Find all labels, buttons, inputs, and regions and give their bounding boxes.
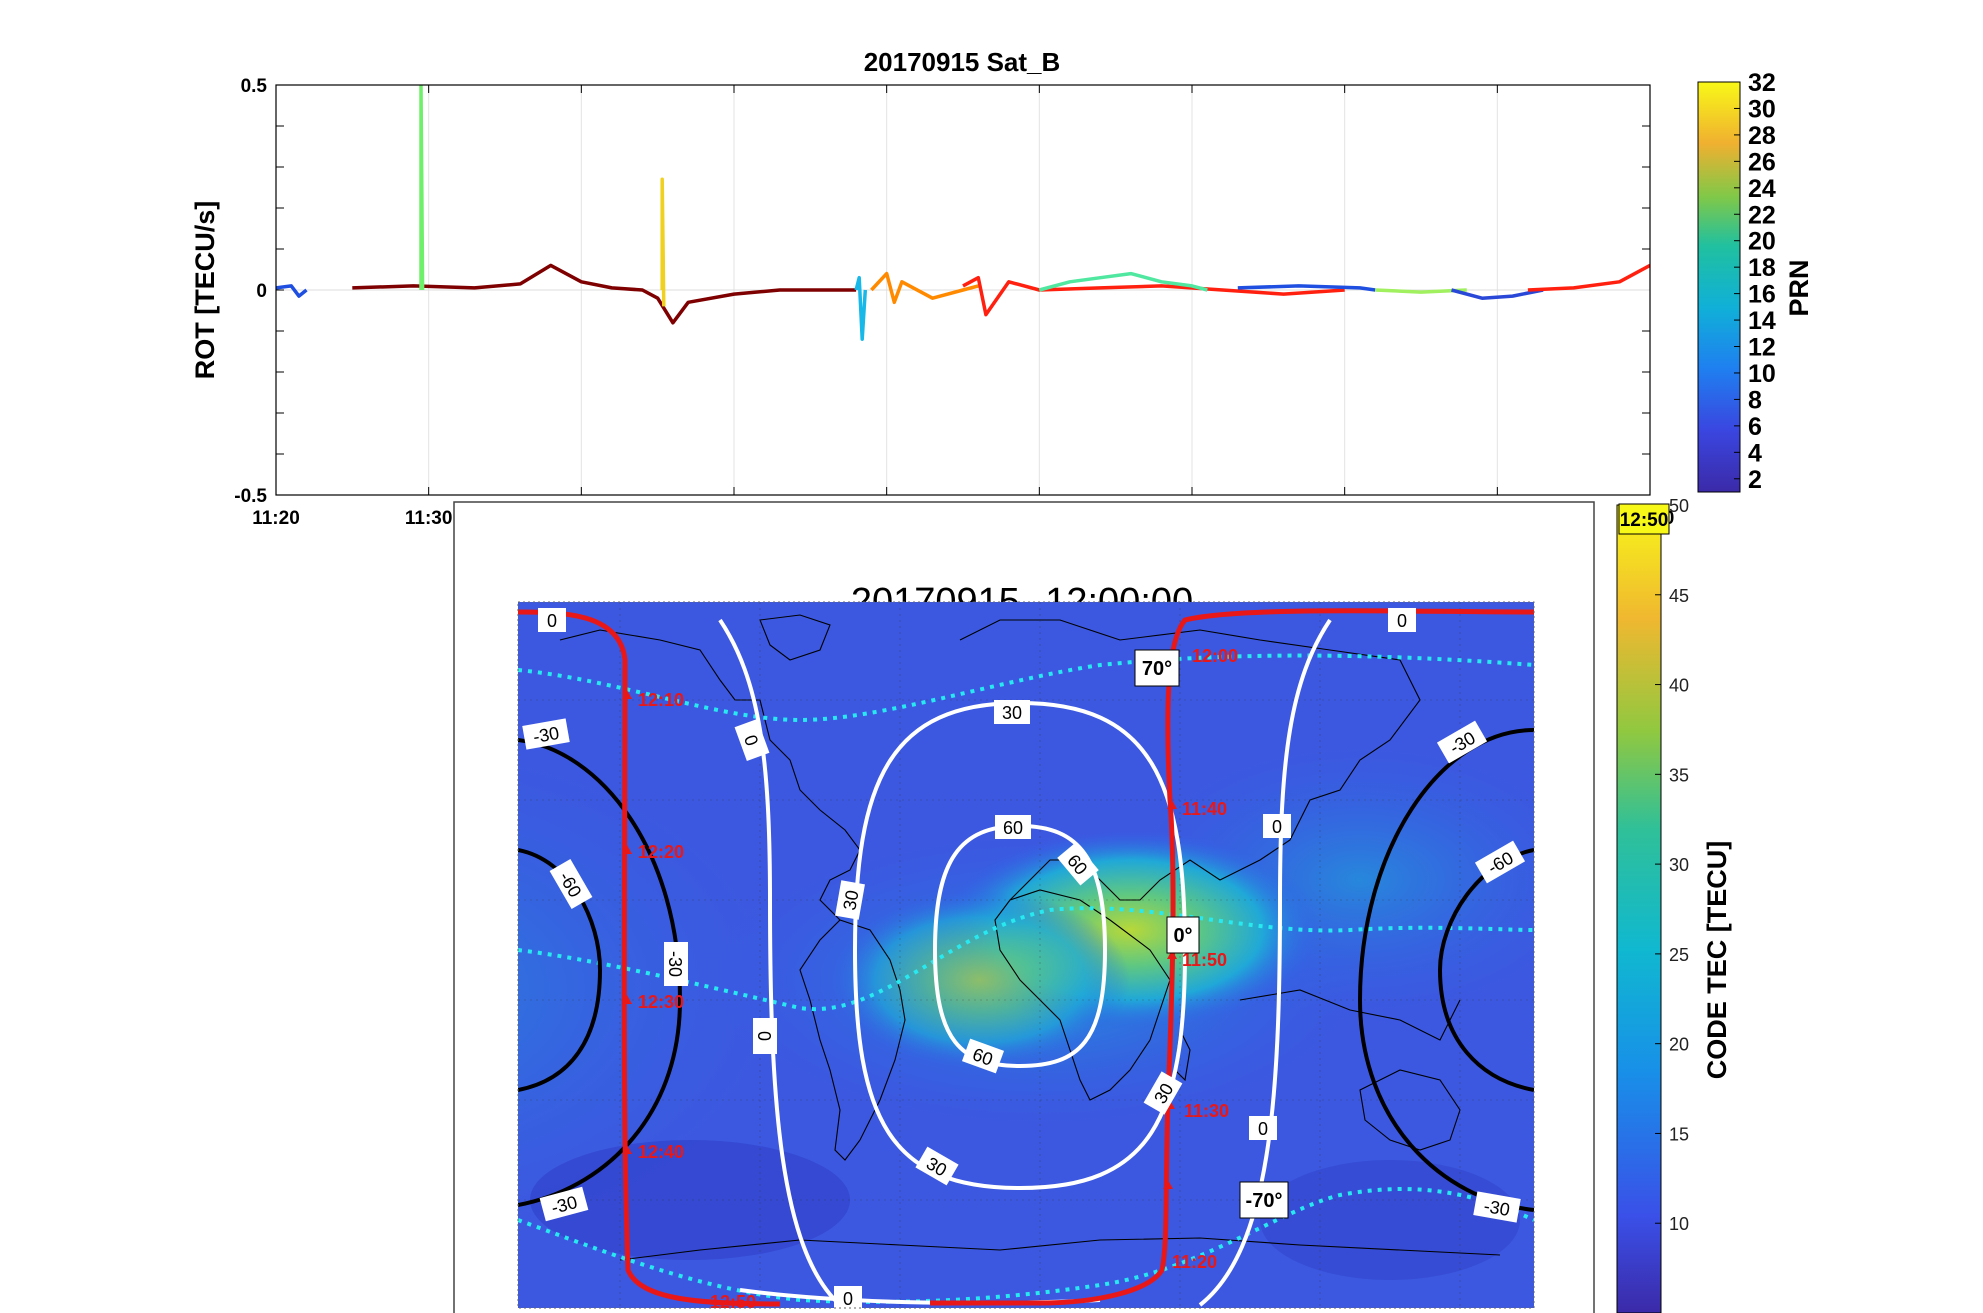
prn-tick-label: 6 [1748, 413, 1762, 441]
lat-label-minus70: -70° [1246, 1190, 1283, 1212]
latitude-labels: 70° 0° -70° [1134, 649, 1289, 1219]
contour-label: 0 [1397, 611, 1407, 631]
time-overlay-label: 12:50 [1620, 510, 1669, 531]
rot-y-tick-label: 0 [256, 281, 267, 302]
tec-tick-label: 20 [1669, 1035, 1689, 1055]
rot-x-axis: 11:2011:3011:4011:5012:0012:1012:2012:30… [252, 85, 1674, 529]
rot-series-prn-14 [854, 275, 868, 341]
track-label-11-20: 11:20 [1172, 1252, 1217, 1272]
prn-tick-label: 10 [1748, 360, 1776, 388]
prn-tick-label: 26 [1748, 148, 1776, 176]
contour-label: 0 [547, 611, 557, 631]
contour-label: 0 [843, 1289, 853, 1309]
rot-x-tick-label: 11:30 [405, 508, 453, 529]
prn-tick-label: 30 [1748, 95, 1776, 123]
prn-tick-label: 32 [1748, 69, 1776, 97]
magnetic-latitude-lines [518, 653, 1534, 1304]
rot-plot: 20170915 Sat_B 11:2011:3011:4011:5012:00… [190, 47, 1814, 529]
prn-tick-label: 16 [1748, 281, 1776, 309]
rot-series-prn-30 [962, 275, 1345, 317]
rot-y-axis-label: ROT [TECU/s] [190, 201, 220, 380]
prn-tick-label: 8 [1748, 386, 1762, 414]
track-label-12-20: 12:20 [638, 842, 684, 862]
tec-map-panel: 20170915--12:00:00 [453, 496, 1732, 1313]
tec-colorbar [1616, 504, 1662, 1313]
rot-title: 20170915 Sat_B [864, 47, 1061, 77]
prn-tick-label: 18 [1748, 254, 1776, 282]
prn-tick-label: 28 [1748, 122, 1776, 150]
rot-series-prn-28 [660, 177, 666, 307]
rot-series-prn-5 [276, 284, 308, 298]
contour-label: -30 [532, 723, 561, 747]
prn-tick-label: 22 [1748, 201, 1776, 229]
contour-label: -30 [1482, 1196, 1511, 1220]
prn-tick-label: 20 [1748, 228, 1776, 256]
graticule [518, 602, 1534, 1308]
contour-label: 0 [1258, 1119, 1268, 1139]
tec-tick-label: 25 [1669, 945, 1689, 965]
tec-tick-label: 30 [1669, 855, 1689, 875]
coastlines [559, 614, 1501, 1261]
track-label-11-30: 11:30 [1184, 1101, 1229, 1121]
contour-label: 30 [839, 889, 862, 912]
contour-label: 30 [1002, 703, 1022, 723]
map-frame [517, 601, 1535, 1309]
tec-tick-label: 50 [1669, 496, 1689, 516]
track-label-11-40: 11:50 [1182, 950, 1227, 970]
contour-label: 0 [754, 1031, 774, 1041]
tec-colorbar-ticks: 10 15 20 25 30 35 40 45 50 [1655, 496, 1689, 1234]
rot-series-prn-18 [1038, 271, 1208, 292]
track-time-labels: 12:10 12:20 12:30 12:40 12:50 12:00 11:4… [638, 646, 1238, 1312]
track-label-12-00: 12:00 [1192, 646, 1238, 666]
lat-label-70: 70° [1142, 658, 1172, 680]
rot-series-prn-6 [1451, 288, 1544, 300]
rot-y-axis: 0.5 0 -0.5 [234, 76, 1650, 507]
time-overlay: 12:50 [1618, 503, 1670, 535]
rot-series-prn-30 [1527, 263, 1650, 292]
prn-tick-label: 24 [1748, 175, 1776, 203]
track-label-12-30: 12:30 [638, 992, 684, 1012]
prn-tick-label: 14 [1748, 307, 1776, 335]
track-label-11-50: 11:40 [1182, 799, 1227, 819]
track-label-12-40: 12:40 [638, 1142, 684, 1162]
rot-series-prn-32 [352, 263, 857, 325]
prn-tick-label: 12 [1748, 334, 1776, 362]
tec-map: 12:10 12:20 12:30 12:40 12:50 12:00 11:4… [518, 602, 1534, 1312]
tec-tick-label: 40 [1669, 676, 1689, 696]
rot-x-tick-label: 11:20 [252, 508, 300, 529]
tec-tick-label: 15 [1669, 1124, 1689, 1144]
lat-label-0: 0° [1173, 925, 1192, 947]
rot-y-tick-label: 0.5 [241, 76, 268, 97]
track-label-12-10: 12:10 [638, 690, 684, 710]
contour-label: 0 [1272, 817, 1282, 837]
track-label-12-50: 12:50 [710, 1292, 756, 1312]
rot-series-prn-8 [1237, 284, 1376, 292]
tec-tick-label: 10 [1669, 1214, 1689, 1234]
prn-tick-label: 4 [1748, 439, 1762, 467]
tec-tick-label: 45 [1669, 586, 1689, 606]
negative-elevation-contours [518, 728, 1534, 1212]
tec-tick-label: 35 [1669, 765, 1689, 785]
contour-label: 60 [1003, 818, 1023, 838]
tec-colorbar-label: CODE TEC [TECU] [1702, 841, 1732, 1080]
rot-y-tick-label: -0.5 [234, 486, 267, 507]
prn-colorbar-label: PRN [1784, 259, 1814, 316]
contour-label: -30 [665, 951, 685, 977]
prn-tick-label: 2 [1748, 466, 1762, 494]
prn-colorbar [1697, 81, 1741, 493]
rot-series-prn-20 [419, 85, 425, 291]
rot-series-prn-26 [870, 271, 979, 305]
rot-series-group [276, 85, 1650, 341]
